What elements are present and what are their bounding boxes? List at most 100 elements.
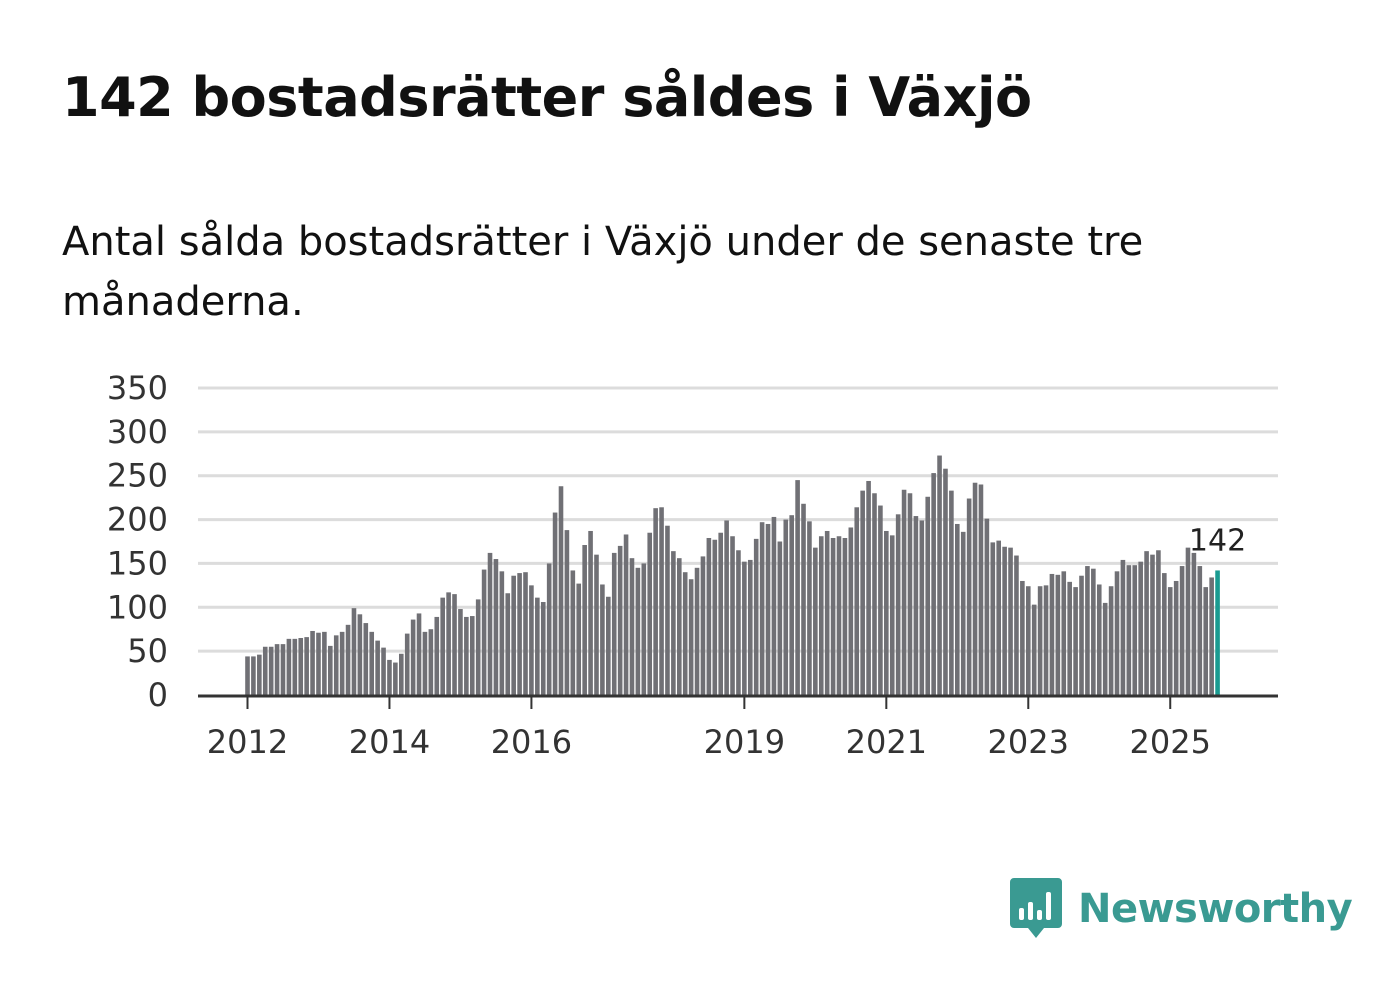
x-tick-label: 2016 (491, 723, 572, 761)
bar (688, 579, 694, 695)
y-tick-label: 0 (148, 676, 168, 714)
bar (1144, 551, 1149, 695)
bar (1025, 586, 1031, 695)
bar (251, 656, 256, 695)
bar (1067, 581, 1072, 695)
bar (1126, 565, 1132, 695)
bar (1150, 554, 1155, 695)
bar (901, 489, 907, 695)
bar (742, 561, 747, 695)
chart-subtitle: Antal sålda bostadsrätter i Växjö under … (62, 219, 1144, 325)
bar (694, 567, 700, 695)
bar (895, 514, 901, 695)
bar (464, 616, 469, 695)
bar (1156, 550, 1161, 695)
x-axis-ticks: 2012 2014 2016 2019 2021 2023 2025 (207, 696, 1211, 761)
bar (493, 559, 499, 695)
bar (487, 552, 493, 695)
bar (363, 623, 369, 695)
bar (913, 516, 919, 695)
y-tick-label: 150 (107, 544, 168, 582)
bar (268, 646, 274, 695)
bar (316, 632, 321, 695)
x-tick-label: 2023 (988, 723, 1069, 761)
bar (907, 493, 913, 695)
bar (1138, 561, 1143, 695)
bar (428, 629, 434, 695)
bar (1203, 587, 1209, 695)
bar (984, 518, 990, 695)
bar (292, 638, 298, 695)
bar (1073, 587, 1078, 695)
bar (357, 614, 363, 695)
bar (884, 530, 889, 695)
bar (310, 630, 315, 695)
bar (375, 640, 380, 695)
bar (511, 575, 516, 695)
bar (712, 539, 718, 695)
bar (671, 551, 676, 695)
y-tick-label: 50 (127, 632, 168, 670)
bar (387, 659, 392, 695)
bar (588, 530, 593, 695)
bar (245, 656, 250, 695)
bar (1020, 580, 1025, 695)
bar (262, 646, 268, 695)
bar (919, 520, 925, 695)
bar (931, 473, 936, 695)
bar (535, 597, 540, 695)
data-label-last-value: 142 (1189, 523, 1246, 558)
bar (747, 559, 753, 695)
x-tick-label: 2025 (1130, 723, 1211, 761)
x-tick-label: 2012 (207, 723, 288, 761)
bar (1197, 566, 1203, 695)
bar (1167, 587, 1173, 695)
bar (529, 585, 534, 695)
bar (469, 616, 475, 695)
bar (1102, 602, 1108, 695)
bar (286, 638, 292, 695)
bar (617, 545, 623, 695)
bar (440, 597, 445, 695)
bar (1185, 547, 1191, 695)
bar (458, 609, 463, 695)
bar (647, 532, 653, 695)
bar (274, 644, 280, 695)
bar (481, 569, 487, 695)
bar (611, 552, 617, 695)
bar (576, 583, 582, 695)
bar (1014, 555, 1019, 695)
bar (665, 525, 670, 695)
bar (866, 480, 871, 695)
bar (1079, 575, 1084, 695)
bar (960, 531, 966, 695)
bar (404, 633, 410, 695)
bar (641, 563, 647, 695)
bar (813, 547, 818, 695)
bar (339, 631, 345, 695)
bar (523, 572, 528, 695)
bar (1132, 565, 1138, 695)
bar (452, 594, 457, 695)
bar (659, 507, 664, 695)
bar (623, 534, 629, 695)
bar (328, 645, 333, 695)
bar (842, 537, 848, 695)
bar (765, 523, 771, 695)
bar (848, 527, 854, 695)
bar (546, 563, 552, 695)
bar (783, 519, 789, 695)
bar (872, 493, 877, 695)
bar (860, 490, 865, 695)
bar (564, 530, 570, 695)
bar-chart-speech-bubble-icon (1010, 878, 1062, 938)
bar (1120, 559, 1126, 695)
bar (1085, 566, 1090, 695)
bar (1049, 573, 1055, 695)
bar (298, 637, 304, 695)
bar (606, 596, 611, 695)
bars (245, 455, 1220, 695)
bar (777, 541, 783, 695)
bar (600, 584, 605, 695)
